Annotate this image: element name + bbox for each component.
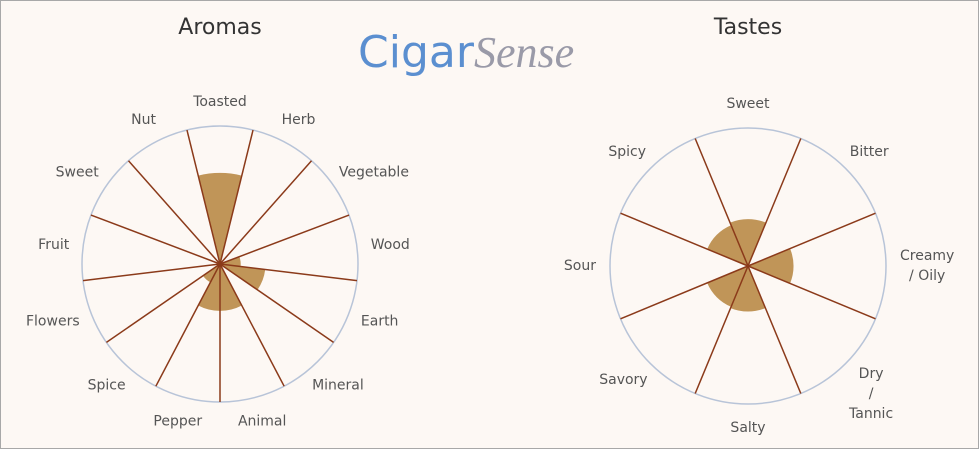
- category-label: Nut: [131, 112, 157, 129]
- sector-line: [219, 129, 254, 265]
- category-label: Salty: [730, 420, 766, 436]
- sector-line: [219, 263, 285, 387]
- logo-sense: Sense: [473, 28, 575, 77]
- sector: [707, 225, 748, 266]
- category-label: Dry / Tannic: [849, 366, 894, 423]
- category-label: Toasted: [193, 94, 247, 110]
- sector-line: [106, 263, 221, 344]
- sector-line: [747, 212, 876, 267]
- category-label: Sweet: [55, 163, 99, 180]
- category-label: Bitter: [849, 143, 889, 160]
- sector-line: [90, 214, 221, 265]
- sector: [707, 266, 748, 307]
- category-label: Fruit: [38, 236, 70, 253]
- category-label: Herb: [281, 112, 316, 129]
- sector-line: [219, 263, 334, 344]
- category-label: Sweet: [726, 96, 770, 112]
- sector-line: [155, 263, 221, 387]
- sector: [748, 248, 794, 284]
- sector-line: [747, 265, 802, 394]
- category-label: Mineral: [312, 377, 364, 394]
- logo: CigarSense: [358, 27, 574, 78]
- category-label: Vegetable: [338, 163, 409, 180]
- category-label: Spicy: [608, 143, 647, 160]
- sector-line: [694, 265, 749, 394]
- category-label: Flowers: [25, 313, 80, 330]
- sector: [730, 266, 766, 312]
- sector-line: [219, 214, 350, 265]
- sector-line: [82, 263, 221, 282]
- sector-line: [747, 265, 876, 320]
- category-label: Sour: [563, 258, 596, 274]
- sector-line: [694, 138, 749, 267]
- category-label: Savory: [599, 372, 648, 389]
- sector-line: [186, 129, 221, 265]
- category-label: Pepper: [153, 413, 203, 430]
- category-label: Animal: [237, 413, 287, 430]
- chart-title: Aromas: [178, 15, 262, 40]
- chart-title: Tastes: [713, 15, 783, 40]
- category-label: Spice: [87, 377, 126, 394]
- sector-line: [747, 138, 802, 267]
- sector: [198, 172, 242, 264]
- sector-line: [219, 263, 358, 282]
- logo-cigar: Cigar: [358, 27, 474, 78]
- sector: [220, 264, 266, 290]
- sector: [730, 219, 766, 266]
- category-label: Creamy / Oily: [900, 248, 955, 284]
- sector: [202, 264, 220, 283]
- category-label: Wood: [370, 236, 410, 253]
- sector-line: [219, 160, 313, 265]
- sector-line: [620, 212, 749, 267]
- sector-line: [127, 160, 221, 265]
- sector-line: [620, 265, 749, 320]
- outer-circle: [609, 127, 887, 405]
- category-label: Earth: [360, 313, 399, 330]
